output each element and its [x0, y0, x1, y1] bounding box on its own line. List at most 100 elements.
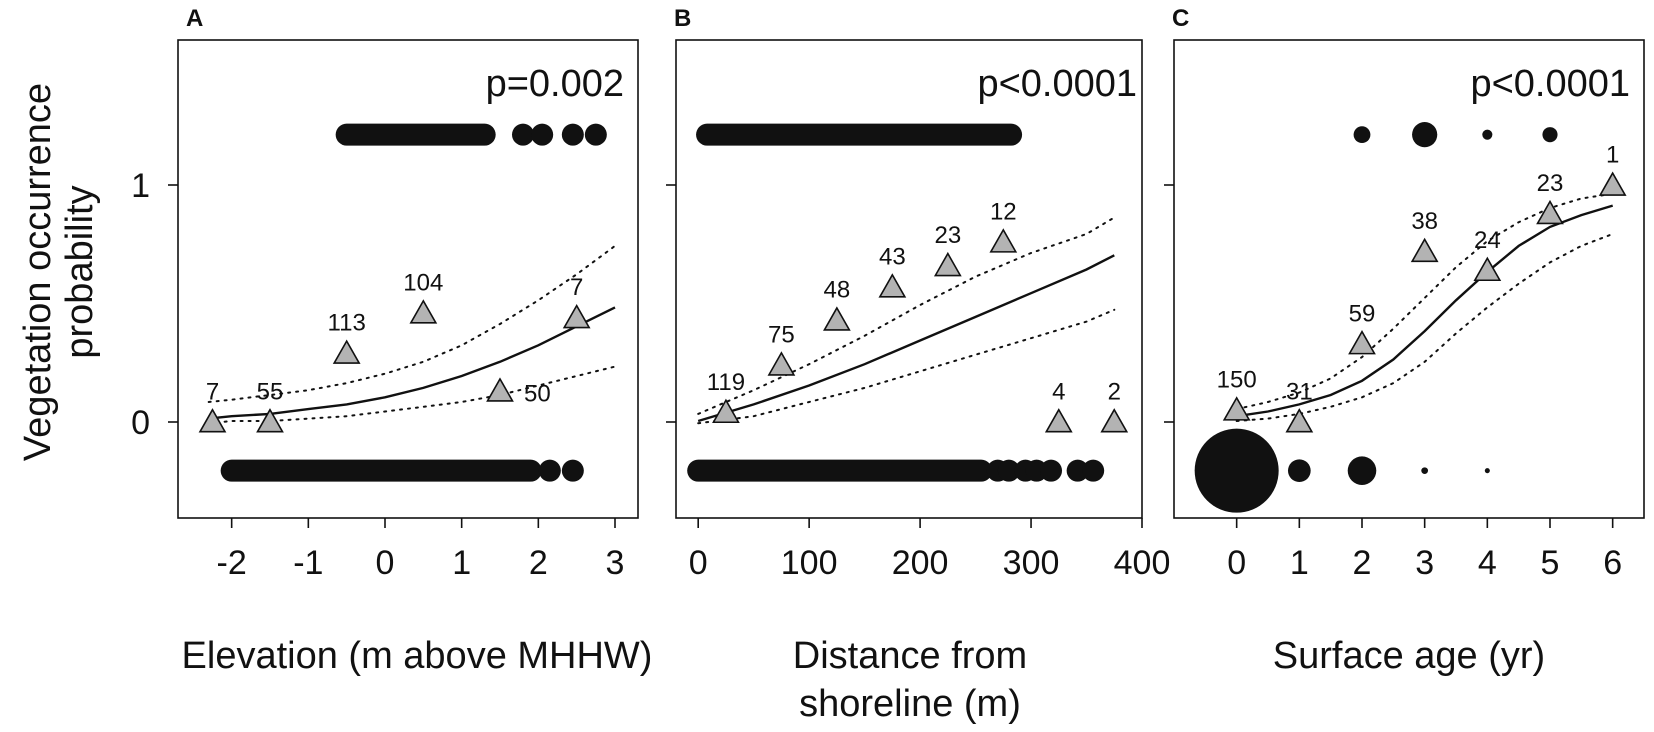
x-axis-label: Surface age (yr) — [1273, 635, 1545, 677]
x-tick-label: 3 — [1415, 544, 1434, 582]
x-tick-label: 300 — [1003, 544, 1060, 582]
x-axis: 0 100 200 300 400 — [689, 518, 1171, 582]
presence-point — [512, 123, 534, 146]
plot-frame — [1173, 39, 1645, 519]
x-tick-label: 400 — [1114, 544, 1171, 582]
p-value: p=0.002 — [486, 63, 624, 105]
absence-point — [561, 459, 584, 482]
binned-mean-triangle — [1473, 256, 1502, 282]
sample-size-label: 12 — [990, 199, 1017, 226]
presence-point — [531, 123, 554, 146]
binned-mean-triangle — [1410, 237, 1439, 263]
presence-point — [584, 123, 607, 146]
x-tick-label: 4 — [1478, 544, 1497, 582]
sample-size-label: 31 — [1286, 378, 1313, 405]
sample-size-label: 104 — [403, 269, 443, 296]
x-axis-label: Elevation (m above MHHW) — [182, 635, 653, 677]
absence-point — [1287, 459, 1311, 483]
x-axis-label-line-2: shoreline (m) — [799, 683, 1021, 725]
x-tick-label: 200 — [892, 544, 949, 582]
ci-upper-line — [207, 244, 616, 403]
x-tick-label: -1 — [293, 544, 323, 582]
binned-mean-triangle — [1536, 199, 1564, 225]
binned-mean-triangle — [878, 273, 907, 298]
ci-upper-line — [697, 216, 1116, 415]
y-axis: 1 0 — [131, 167, 178, 442]
presence-point — [561, 123, 584, 146]
binned-mean-triangle — [562, 303, 591, 329]
x-tick-label: 3 — [606, 544, 625, 582]
sample-size-label: 7 — [570, 274, 583, 301]
sample-size-label: 43 — [879, 243, 906, 270]
panel-letter: C — [1172, 5, 1189, 32]
sample-size-label: 2 — [1108, 378, 1121, 405]
ci-lower-line — [697, 308, 1116, 425]
x-tick-label: 2 — [529, 544, 548, 582]
y-axis-label-line-2: probability — [59, 185, 101, 358]
binned-mean-triangle — [1044, 408, 1073, 433]
x-tick-label: 2 — [1353, 544, 1372, 582]
fit-line — [208, 306, 616, 420]
panel-b: B p<0.0001 0 100 200 300 400 119 75 48 43 23 12 4 2… — [666, 5, 1170, 725]
binned-mean-triangle — [1348, 329, 1376, 355]
data-marks: 150 31 59 38 24 23 1 — [1194, 122, 1627, 513]
sample-size-label: 150 — [1217, 367, 1257, 394]
x-tick-label: 0 — [1227, 544, 1246, 582]
binned-mean-triangle — [1100, 408, 1129, 433]
sample-size-label: 59 — [1349, 300, 1376, 327]
p-value: p<0.0001 — [977, 63, 1137, 105]
y-axis — [1164, 184, 1174, 423]
data-marks: 7 55 113 104 50 7 — [198, 123, 616, 482]
sample-size-label: 24 — [1474, 227, 1501, 254]
x-axis-label-line-1: Elevation (m above MHHW) — [182, 635, 653, 677]
sample-size-label: 55 — [257, 378, 284, 405]
x-tick-label: 1 — [452, 544, 471, 582]
binned-mean-triangle — [823, 306, 851, 331]
sample-size-label: 7 — [206, 378, 219, 405]
binned-mean-triangle — [332, 339, 361, 364]
panel-letter: A — [186, 5, 203, 32]
panel-letter: B — [674, 5, 691, 32]
sample-size-label: 23 — [1537, 170, 1564, 197]
x-tick-label: 1 — [1290, 544, 1309, 582]
presence-point — [1482, 129, 1493, 140]
sample-size-label: 1 — [1606, 142, 1619, 169]
binned-mean-triangle — [1285, 408, 1314, 433]
sample-size-label: 23 — [934, 222, 961, 249]
sample-size-label: 113 — [328, 310, 366, 337]
absence-point — [1040, 459, 1063, 482]
sample-size-label: 50 — [524, 381, 551, 408]
absence-point — [1082, 459, 1105, 482]
fit-line — [697, 254, 1115, 423]
plot-frame — [675, 39, 1143, 519]
x-tick-label: -2 — [217, 544, 247, 582]
x-axis-label-line-1: Surface age (yr) — [1273, 635, 1545, 677]
p-value: p<0.0001 — [1470, 63, 1630, 105]
absence-point — [538, 459, 561, 482]
x-tick-label: 5 — [1541, 544, 1560, 582]
binned-mean-triangle — [989, 228, 1018, 253]
binned-mean-triangle — [256, 408, 284, 433]
presence-point — [1412, 122, 1438, 148]
y-axis — [666, 184, 676, 423]
binned-mean-triangle — [486, 377, 514, 402]
sample-size-label: 4 — [1052, 378, 1065, 405]
binned-mean-triangle — [198, 408, 227, 433]
plot-frame — [177, 39, 639, 519]
x-axis-label: Distance from shoreline (m) — [793, 635, 1027, 725]
sample-size-label: 75 — [768, 322, 795, 349]
data-marks: 119 75 48 43 23 12 4 2 — [687, 123, 1129, 482]
x-tick-label: 0 — [689, 544, 708, 582]
y-tick-label: 0 — [131, 404, 150, 442]
binned-mean-triangle — [767, 351, 796, 376]
absence-point — [1066, 459, 1089, 482]
binned-mean-triangle — [712, 398, 740, 424]
binned-mean-triangle — [933, 251, 962, 277]
fit-line — [1236, 204, 1614, 418]
absence-point — [1484, 468, 1490, 474]
absence-point — [1421, 467, 1429, 475]
sample-size-label: 119 — [707, 369, 745, 396]
x-tick-label: 100 — [781, 544, 838, 582]
